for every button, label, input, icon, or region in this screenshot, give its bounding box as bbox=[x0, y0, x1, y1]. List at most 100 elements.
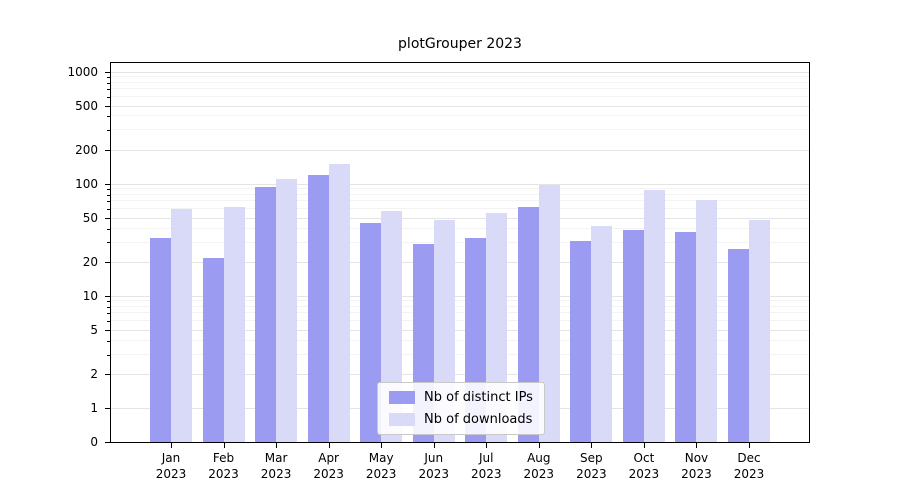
y-tick bbox=[105, 295, 110, 297]
major-gridline bbox=[111, 150, 809, 152]
x-tick bbox=[381, 443, 383, 448]
legend-item-distinct-ips: Nb of distinct IPs bbox=[389, 390, 533, 405]
plot-area: Nb of distinct IPs Nb of downloads bbox=[110, 62, 810, 443]
x-axis-tick-label: Dec 2023 bbox=[733, 451, 765, 481]
x-tick bbox=[171, 443, 172, 448]
x-axis-tick-label: Mar 2023 bbox=[260, 451, 292, 481]
y-tick bbox=[105, 374, 110, 376]
legend: Nb of distinct IPs Nb of downloads bbox=[377, 382, 545, 435]
y-minor-tick bbox=[107, 313, 110, 315]
minor-gridline bbox=[111, 115, 809, 117]
bar-downloads bbox=[749, 219, 770, 442]
y-tick bbox=[105, 329, 110, 331]
bar-distinct-ips bbox=[570, 240, 592, 442]
y-minor-tick bbox=[107, 306, 110, 308]
y-axis-tick-label: 500 bbox=[75, 98, 98, 113]
y-minor-tick bbox=[107, 208, 110, 210]
bar-downloads bbox=[171, 208, 192, 442]
minor-gridline bbox=[111, 193, 809, 195]
y-axis-tick-label: 1 bbox=[90, 401, 98, 415]
bar-downloads bbox=[696, 199, 718, 442]
legend-label-downloads: Nb of downloads bbox=[424, 412, 533, 427]
x-axis-tick-label: Jan 2023 bbox=[155, 451, 187, 481]
bar-distinct-ips bbox=[307, 175, 329, 442]
minor-gridline bbox=[111, 88, 809, 90]
legend-label-distinct-ips: Nb of distinct IPs bbox=[424, 390, 533, 405]
x-tick bbox=[749, 443, 750, 448]
x-axis-tick-label: Jul 2023 bbox=[470, 451, 502, 481]
y-minor-tick bbox=[107, 320, 110, 322]
minor-gridline bbox=[111, 129, 809, 131]
y-minor-tick bbox=[107, 116, 110, 118]
y-minor-tick bbox=[107, 242, 110, 244]
bar-distinct-ips bbox=[255, 187, 277, 442]
y-axis-tick-label: 2 bbox=[90, 367, 98, 382]
y-minor-tick bbox=[107, 340, 110, 342]
x-axis-tick-label: Jun 2023 bbox=[418, 451, 449, 481]
y-minor-tick bbox=[107, 301, 110, 303]
minor-gridline bbox=[111, 81, 809, 83]
y-minor-tick bbox=[107, 201, 110, 203]
y-minor-tick bbox=[107, 82, 110, 84]
x-axis-tick-label: Sep 2023 bbox=[576, 451, 607, 481]
y-axis-tick-label: 200 bbox=[75, 143, 98, 158]
x-axis-tick-label: Aug 2023 bbox=[523, 451, 555, 481]
y-minor-tick bbox=[107, 130, 110, 132]
y-axis-tick-label: 100 bbox=[75, 176, 98, 191]
y-minor-tick bbox=[107, 228, 110, 230]
x-axis-tick-label: Feb 2023 bbox=[208, 451, 239, 481]
y-axis-tick-label: 0 bbox=[90, 435, 98, 449]
y-minor-tick bbox=[107, 76, 110, 78]
y-tick bbox=[105, 105, 110, 107]
bar-distinct-ips bbox=[150, 237, 171, 442]
bar-downloads bbox=[223, 207, 245, 442]
bar-distinct-ips bbox=[728, 249, 749, 442]
x-tick bbox=[223, 443, 225, 448]
x-tick bbox=[433, 443, 435, 448]
bar-distinct-ips bbox=[202, 257, 224, 442]
x-tick bbox=[486, 443, 488, 448]
minor-gridline bbox=[111, 95, 809, 97]
bar-distinct-ips bbox=[622, 229, 644, 442]
legend-swatch-distinct-ips bbox=[389, 391, 415, 404]
y-minor-tick bbox=[107, 194, 110, 196]
x-axis-tick-label: Apr 2023 bbox=[313, 451, 344, 481]
y-tick bbox=[105, 217, 110, 219]
x-tick bbox=[696, 443, 698, 448]
minor-gridline bbox=[111, 76, 809, 77]
y-axis-tick-label: 10 bbox=[82, 288, 98, 303]
minor-gridline bbox=[111, 188, 809, 190]
x-tick bbox=[276, 443, 278, 448]
y-minor-tick bbox=[107, 354, 110, 356]
x-tick bbox=[643, 443, 645, 448]
bar-downloads bbox=[276, 179, 298, 442]
y-axis-tick-label: 5 bbox=[90, 322, 98, 337]
y-minor-tick bbox=[107, 96, 110, 98]
legend-item-downloads: Nb of downloads bbox=[389, 412, 533, 427]
bar-downloads bbox=[538, 185, 560, 442]
x-axis-tick-label: Oct 2023 bbox=[628, 451, 660, 481]
y-tick bbox=[105, 442, 110, 443]
x-tick bbox=[538, 443, 540, 448]
legend-swatch-downloads bbox=[389, 413, 415, 426]
major-gridline bbox=[111, 183, 809, 185]
major-gridline bbox=[111, 105, 809, 107]
bar-downloads bbox=[591, 226, 613, 442]
y-tick bbox=[105, 71, 110, 73]
x-tick bbox=[591, 443, 593, 448]
y-minor-tick bbox=[107, 89, 110, 91]
bar-downloads bbox=[328, 164, 350, 442]
y-tick bbox=[105, 262, 110, 264]
y-tick bbox=[105, 150, 110, 152]
bar-distinct-ips bbox=[360, 222, 382, 442]
x-tick bbox=[328, 443, 330, 448]
major-gridline bbox=[111, 71, 809, 73]
chart-title: plotGrouper 2023 bbox=[398, 36, 522, 52]
y-axis-tick-label: 50 bbox=[82, 210, 98, 225]
x-axis-tick-label: May 2023 bbox=[365, 451, 397, 481]
bar-downloads bbox=[643, 190, 665, 442]
y-axis-tick-label: 20 bbox=[82, 255, 98, 270]
bar-distinct-ips bbox=[675, 232, 697, 442]
y-tick bbox=[105, 183, 110, 185]
